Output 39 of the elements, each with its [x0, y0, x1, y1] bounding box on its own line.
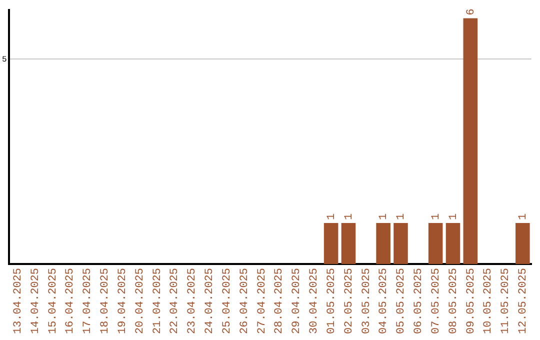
- x-tick-label: 02.05.2025: [343, 268, 356, 334]
- x-tick-label: 04.05.2025: [378, 268, 390, 334]
- x-tick-label: 06.05.2025: [413, 268, 426, 334]
- x-tick-label: 26.04.2025: [238, 268, 251, 334]
- data-label: 6: [465, 8, 478, 16]
- x-tick-label: 23.04.2025: [186, 268, 199, 334]
- x-tick-label: 29.04.2025: [291, 268, 304, 334]
- data-label: 1: [343, 213, 356, 220]
- x-tick-label: 24.04.2025: [204, 268, 216, 334]
- x-tick-label: 22.04.2025: [169, 268, 182, 334]
- x-tick-label: 19.04.2025: [116, 268, 129, 334]
- data-label: 1: [518, 213, 530, 220]
- x-tick-label: 09.05.2025: [465, 268, 478, 334]
- x-tick-label: 10.05.2025: [482, 268, 495, 334]
- x-tick-label: 01.05.2025: [326, 268, 338, 334]
- x-tick-label: 28.04.2025: [274, 268, 286, 334]
- x-tick-label: 18.04.2025: [100, 268, 112, 334]
- x-tick-label: 08.05.2025: [448, 268, 460, 334]
- x-tick-label: 11.05.2025: [500, 268, 512, 334]
- x-tick-label: 07.05.2025: [430, 268, 442, 334]
- x-tick-label: 30.04.2025: [308, 268, 321, 334]
- data-label: 1: [378, 213, 390, 220]
- data-label: 1: [448, 213, 460, 220]
- x-tick-label: 27.04.2025: [256, 268, 268, 334]
- data-label: 1: [326, 213, 338, 220]
- x-tick-label: 20.04.2025: [134, 268, 146, 334]
- x-tick-label: 17.04.2025: [82, 268, 94, 334]
- data-label: 1: [396, 213, 408, 220]
- x-tick-label: 16.04.2025: [64, 268, 77, 334]
- data-label: 1: [430, 213, 442, 220]
- x-tick-label: 12.05.2025: [518, 268, 530, 334]
- x-tick-label: 13.04.2025: [12, 268, 24, 334]
- x-tick-label: 05.05.2025: [396, 268, 408, 334]
- x-tick-label: 14.04.2025: [30, 268, 42, 334]
- y-tick-label: 5: [2, 55, 7, 64]
- x-tick-label: 15.04.2025: [47, 268, 60, 334]
- x-tick-label: 21.04.2025: [152, 268, 164, 334]
- x-tick-label: 03.05.2025: [360, 268, 373, 334]
- x-tick-label: 25.04.2025: [221, 268, 234, 334]
